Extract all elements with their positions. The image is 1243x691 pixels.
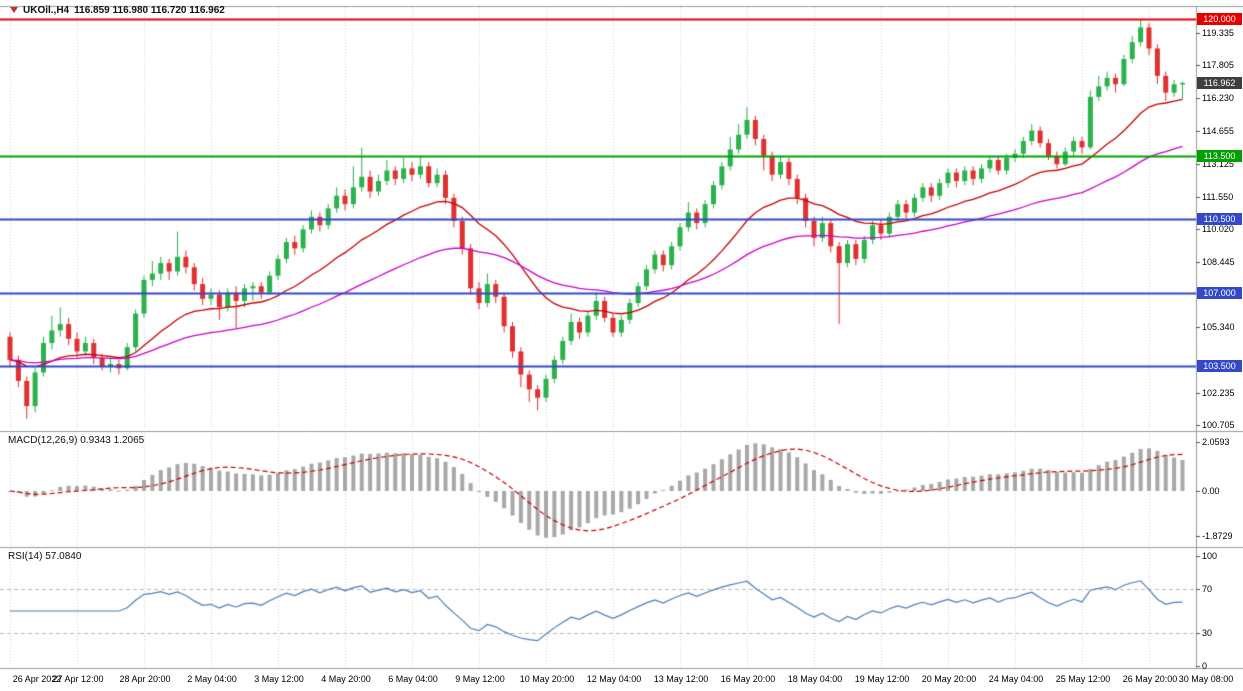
time-axis-label: 4 May 20:00 [321,674,371,684]
macd-tick-label: 0.00 [1202,486,1220,496]
time-axis-label: 26 Apr 2022 [12,674,62,684]
rsi-tick-label: 0 [1202,661,1208,671]
price-line-badge: 107.000 [1197,286,1242,299]
time-axis-label: 26 May 20:00 [1122,674,1178,684]
price-tick-label: 113.125 [1202,158,1234,169]
time-axis-label: 25 May 12:00 [1055,674,1111,684]
time-axis-label: 3 May 12:00 [254,674,304,684]
time-axis-label: 30 May 08:00 [1178,674,1234,684]
macd-tick-label: -1.8729 [1202,530,1233,541]
price-line-badge: 110.500 [1197,212,1242,225]
price-tick-label: 119.335 [1202,28,1234,38]
price-line-badge: 103.500 [1197,360,1242,373]
price-tick-label: 108.445 [1202,257,1235,268]
symbol-timeframe-label: UKOil.,H4 [23,4,70,16]
time-axis-label: 27 Apr 12:00 [52,674,104,684]
time-axis-label: 24 May 04:00 [988,674,1044,684]
time-axis-label: 12 May 04:00 [586,674,642,684]
price-tick-label: 110.020 [1202,223,1234,234]
current-price-badge: 116.962 [1197,76,1242,89]
time-axis-label: 28 Apr 20:00 [119,674,171,684]
price-tick-label: 111.550 [1202,191,1234,202]
time-axis-label: 16 May 20:00 [720,674,776,684]
time-axis-label: 19 May 12:00 [854,674,910,684]
price-line-badge: 120.000 [1197,13,1242,25]
symbol-marker-icon [10,7,18,13]
chart-header: UKOil.,H4 116.859 116.980 116.720 116.96… [10,3,225,17]
macd-tick-label: 2.0593 [1202,436,1230,447]
price-line-badge: 113.500 [1197,149,1242,162]
time-axis-label: 10 May 20:00 [519,674,575,684]
rsi-tick-label: 70 [1202,584,1213,594]
time-axis-label: 13 May 12:00 [653,674,709,684]
time-axis-label: 9 May 12:00 [455,674,505,684]
price-axis[interactable]: 119.335 117.805 116.230 114.655 113.125 111.5… [1196,0,1243,671]
ohlc-values: 116.859 116.980 116.720 116.962 [74,4,225,16]
time-axis[interactable]: 26 Apr 2022 27 Apr 12:00 28 Apr 20:00 2 May… [0,668,1243,691]
macd-indicator-label: MACD(12,26,9) 0.9343 1.2065 [8,435,145,446]
price-tick-label: 102.235 [1202,387,1235,398]
rsi-indicator-label: RSI(14) 57.0840 [8,551,82,562]
rsi-tick-label: 100 [1202,551,1218,561]
price-tick-label: 114.655 [1202,126,1234,137]
price-tick-label: 105.340 [1202,322,1235,333]
time-axis-label: 2 May 04:00 [187,674,237,684]
price-tick-label: 116.230 [1202,93,1234,104]
price-tick-label: 117.805 [1202,60,1234,71]
time-axis-label: 20 May 20:00 [921,674,977,684]
rsi-tick-label: 30 [1202,628,1213,638]
price-tick-label: 100.705 [1202,419,1235,430]
time-axis-label: 6 May 04:00 [388,674,438,684]
time-axis-label: 18 May 04:00 [787,674,843,684]
